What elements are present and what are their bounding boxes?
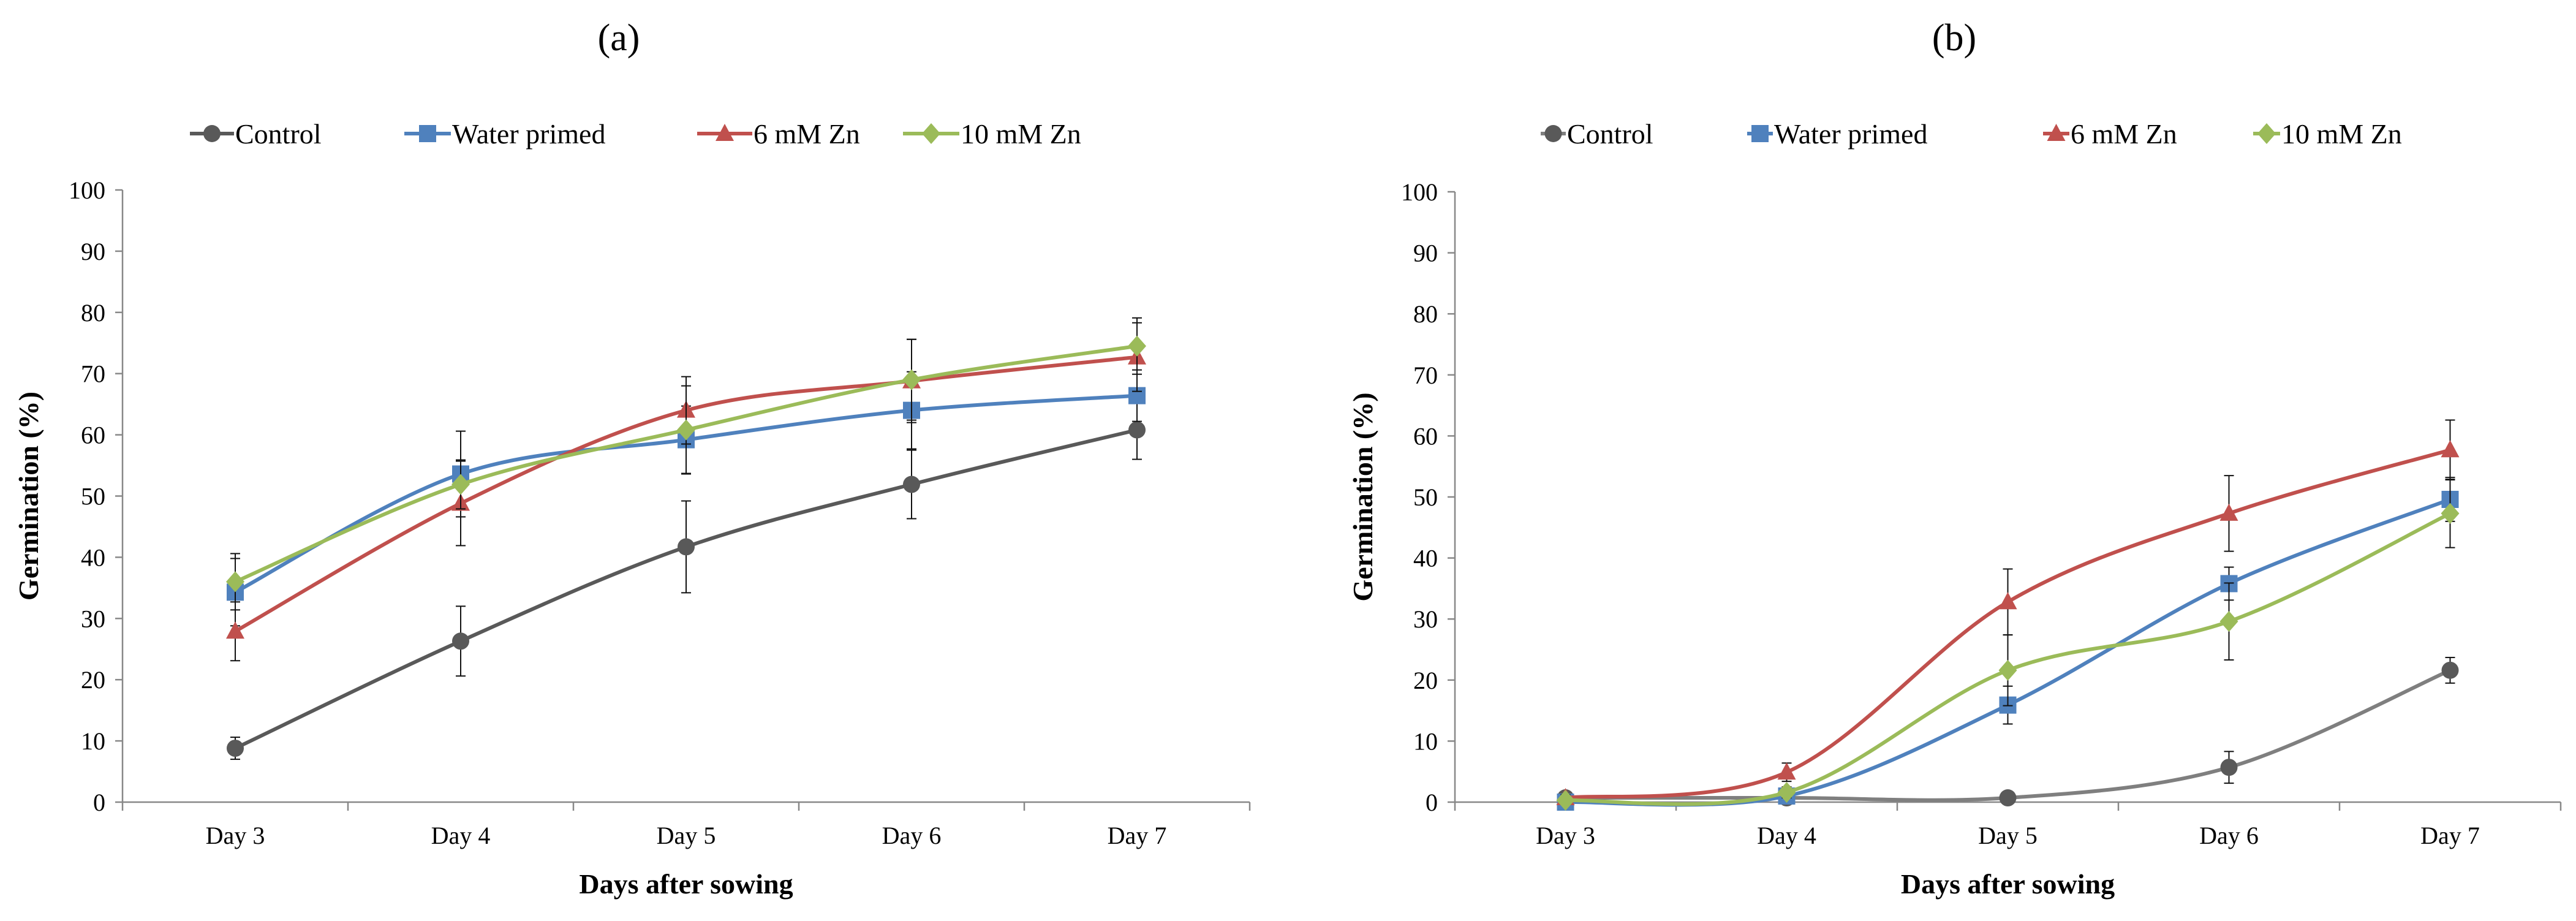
y-tick-label: 20 — [81, 666, 105, 694]
y-tick-label: 10 — [81, 727, 105, 755]
y-tick-label: 40 — [1413, 545, 1438, 572]
y-axis-title: Germination (%) — [13, 392, 44, 601]
y-tick-label: 30 — [81, 605, 105, 632]
y-tick-label: 90 — [1413, 240, 1438, 267]
legend-item: 10 mM Zn — [903, 118, 1081, 150]
legend-item: Control — [190, 118, 322, 150]
data-point-diamond — [226, 571, 244, 593]
data-point-circle — [2220, 759, 2238, 776]
x-tick-label: Day 7 — [2420, 822, 2480, 849]
legend-label: Water primed — [452, 118, 605, 150]
series-6-mm-zn — [1556, 419, 2460, 806]
x-tick-label: Day 6 — [882, 822, 942, 849]
x-tick-label: Day 7 — [1108, 822, 1167, 849]
y-tick-label: 70 — [81, 360, 105, 388]
data-point-circle — [903, 476, 920, 493]
series-control — [227, 400, 1146, 760]
legend-marker-square — [1751, 125, 1769, 142]
legend-marker-square — [419, 125, 436, 142]
y-tick-label: 50 — [81, 483, 105, 510]
y-tick-label: 60 — [81, 422, 105, 449]
data-point-circle — [1999, 789, 2017, 807]
legend-label: Control — [235, 118, 322, 150]
x-tick-label: Day 3 — [1536, 822, 1595, 849]
legend-label: Water primed — [1774, 118, 1927, 150]
y-tick-label: 0 — [1426, 789, 1438, 816]
legend-item: 6 mM Zn — [2043, 118, 2177, 150]
data-point-diamond — [1556, 790, 1575, 811]
legend-label: 6 mM Zn — [2071, 118, 2177, 150]
data-point-diamond — [677, 419, 695, 441]
y-tick-label: 90 — [81, 238, 105, 265]
chart-b: (b) 0 10 20 30 40 50 60 70 80 90 100 Day 3 Day 4 Day 5… — [1347, 17, 2562, 900]
data-point-diamond — [1998, 659, 2017, 681]
data-point-diamond — [2441, 502, 2460, 524]
x-axis-title: Days after sowing — [579, 868, 793, 900]
legend-item: 10 mM Zn — [2253, 118, 2402, 150]
y-tick-label: 80 — [1413, 300, 1438, 328]
legend-marker-triangle — [716, 124, 734, 141]
y-tick-label: 50 — [1413, 483, 1438, 511]
data-point-diamond — [1777, 782, 1796, 803]
data-point-triangle — [2219, 503, 2238, 521]
x-tick-label: Day 3 — [206, 822, 265, 849]
legend-marker-diamond — [2257, 123, 2276, 144]
x-tick-label: Day 4 — [1757, 822, 1816, 849]
y-axis-title: Germination (%) — [1347, 392, 1378, 601]
series-10-mm-zn — [1556, 479, 2460, 811]
y-tick-label: 10 — [1413, 727, 1438, 755]
data-point-circle — [2441, 661, 2459, 679]
legend-label: 6 mM Zn — [754, 118, 860, 150]
legend-item: 6 mM Zn — [697, 118, 860, 150]
x-tick-label: Day 5 — [657, 822, 716, 849]
legend-marker-diamond — [922, 123, 940, 144]
x-tick-label: Day 5 — [1978, 822, 2038, 849]
data-point-circle — [227, 740, 244, 757]
y-tick-label: 40 — [81, 544, 105, 571]
data-point-diamond — [1128, 335, 1146, 357]
panel-label: (b) — [1932, 17, 1976, 59]
legend-marker-circle — [203, 125, 221, 142]
data-point-diamond — [2219, 611, 2238, 632]
legend-marker-triangle — [2047, 124, 2066, 141]
series-10-mm-zn — [226, 317, 1146, 611]
y-tick-label: 30 — [1413, 605, 1438, 633]
legend-label: 10 mM Zn — [961, 118, 1081, 150]
x-tick-label: Day 4 — [431, 822, 491, 849]
legend-item: Control — [1541, 118, 1653, 150]
data-point-diamond — [902, 369, 921, 390]
x-tick-label: Day 6 — [2199, 822, 2259, 849]
legend-marker-circle — [1544, 125, 1562, 142]
x-axis-title: Days after sowing — [1901, 868, 2115, 900]
legend-item: Water primed — [1747, 118, 1927, 150]
data-point-diamond — [451, 474, 470, 495]
y-tick-label: 70 — [1413, 362, 1438, 389]
y-tick-label: 60 — [1413, 422, 1438, 450]
data-point-triangle — [1777, 762, 1796, 780]
y-tick-label: 80 — [81, 299, 105, 327]
chart-a: (a) 0 10 20 30 40 50 60 70 80 90 100 Day 3 Day 4 Day 5… — [13, 17, 1251, 900]
data-point-triangle — [226, 621, 244, 639]
data-point-triangle — [2441, 440, 2460, 458]
y-tick-label: 100 — [1401, 178, 1438, 206]
y-tick-label: 0 — [93, 789, 105, 816]
legend-label: Control — [1567, 118, 1653, 150]
legend-label: 10 mM Zn — [2281, 118, 2402, 150]
data-point-triangle — [1998, 592, 2017, 610]
data-point-circle — [678, 538, 695, 556]
data-point-circle — [452, 632, 469, 650]
legend-item: Water primed — [404, 118, 605, 150]
y-tick-label: 20 — [1413, 667, 1438, 694]
panel-label: (a) — [598, 17, 640, 59]
y-tick-label: 100 — [69, 176, 105, 204]
data-point-circle — [1128, 421, 1146, 439]
